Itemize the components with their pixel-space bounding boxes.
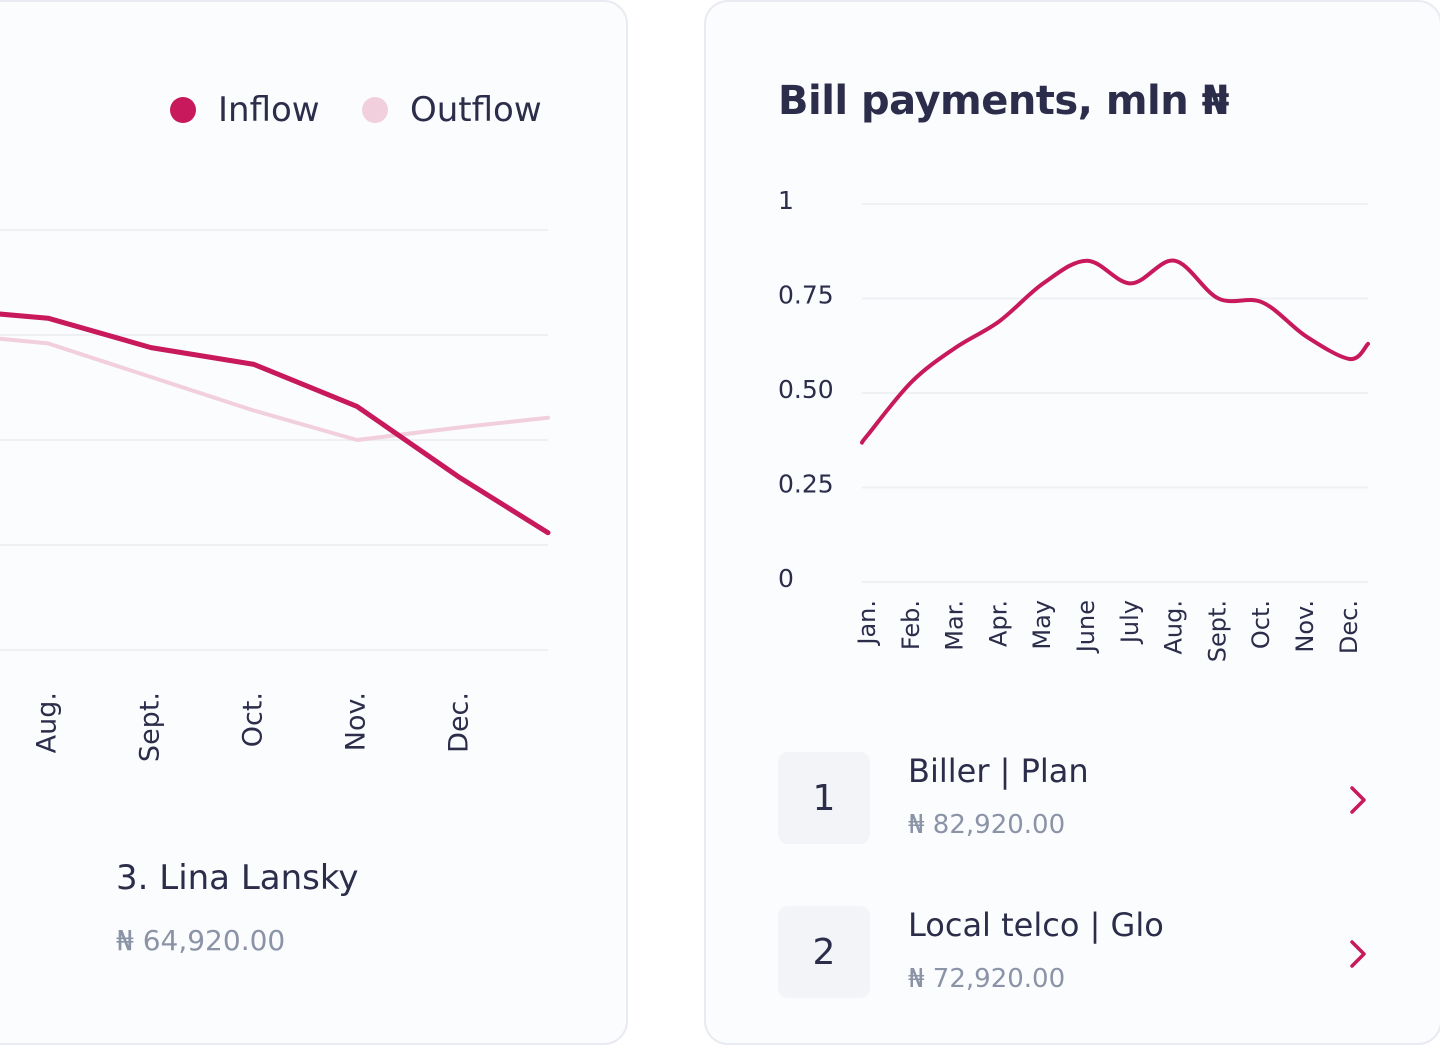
y-tick-label: 0.75 [778,281,834,310]
chevron-right-icon[interactable] [1338,780,1378,820]
list-item[interactable]: 1 Biller | Plan ₦ 82,920.00 [778,752,1378,846]
y-tick-label: 0.50 [778,375,834,404]
x-tick-label: Aug. [1160,600,1188,655]
rank-badge: 1 [778,752,870,844]
x-tick-label: Sept. [1203,600,1231,662]
inflow-legend-dot [170,97,196,123]
person-name: 3. Lina Lansky [116,858,359,898]
x-tick-label: Nov. [341,692,372,751]
inflow-outflow-chart: Aug. Sept. Oct. Nov. Dec. [0,229,551,762]
x-tick-label: Oct. [1247,600,1275,649]
y-tick-label: 0.25 [778,470,834,499]
legend-inflow: Inflow [170,90,320,130]
legend-inflow-label: Inflow [218,90,320,130]
outflow-legend-dot [362,97,388,123]
x-tick-label: Feb. [897,600,925,650]
bill-payments-chart: 0 0.25 0.50 0.75 1 Jan. Feb. Mar. Apr. May June Jul… [778,186,1370,662]
inflow-outflow-card: Inflow Outflow Aug. Sept. Oct. Nov. Dec. 3. … [0,0,628,1045]
rank-badge: 2 [778,906,870,998]
x-tick-label: Jan. [853,600,881,647]
x-tick-label: Sept. [135,692,166,762]
list-item[interactable]: 2 Local telco | Glo ₦ 72,920.00 [778,906,1378,1000]
inflow-series-line [0,311,551,536]
bill-payments-series-line [860,258,1370,445]
x-tick-label: Apr. [984,600,1012,647]
x-tick-label: Nov. [1291,600,1319,653]
card-title: Bill payments, mln ₦ [778,78,1229,124]
biller-amount: ₦ 82,920.00 [908,810,1066,840]
y-tick-label: 0 [778,564,794,593]
x-tick-label: July [1116,600,1144,645]
chevron-right-icon[interactable] [1338,934,1378,974]
x-tick-label: June [1072,600,1100,654]
outflow-series-line [0,336,550,442]
biller-name: Local telco | Glo [908,906,1164,944]
x-tick-label: Mar. [941,600,969,651]
x-tick-label: Oct. [238,692,269,747]
person-amount: ₦ 64,920.00 [116,924,286,957]
x-tick-label: May [1028,600,1056,650]
x-tick-label: Dec. [1335,600,1363,654]
x-tick-label: Aug. [32,692,63,753]
biller-amount: ₦ 72,920.00 [908,964,1066,994]
legend-outflow-label: Outflow [410,90,542,130]
biller-name: Biller | Plan [908,752,1089,790]
x-tick-label: Dec. [444,692,475,753]
bill-payments-card: Bill payments, mln ₦ 0 0.25 0.50 0.75 1 Jan. F… [704,0,1440,1045]
legend-outflow: Outflow [362,90,542,130]
y-tick-label: 1 [778,186,794,215]
